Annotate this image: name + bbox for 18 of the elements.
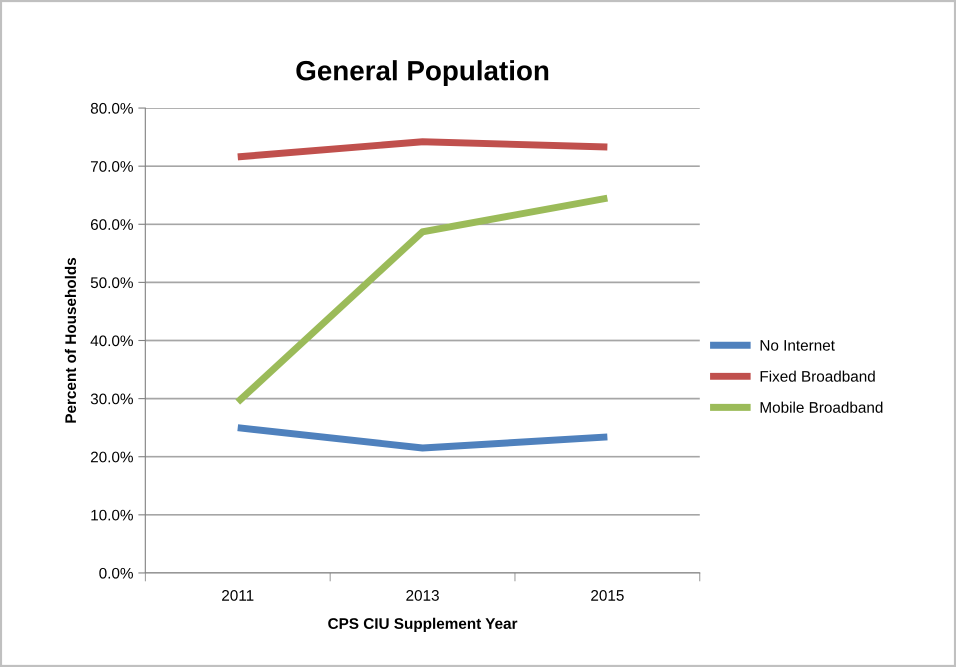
x-axis-title: CPS CIU Supplement Year [328,618,518,632]
y-tick-label: 0.0% [99,568,133,579]
x-tick-label: 2011 [222,590,254,601]
y-tick-label: 60.0% [90,219,133,230]
x-tick-label: 2015 [591,590,624,601]
legend-label: No Internet [760,340,835,351]
legend-label: Fixed Broadband [760,370,875,382]
chart-title: General Population [296,60,548,86]
y-tick-label: 70.0% [90,161,133,172]
y-tick-label: 10.0% [91,510,133,521]
legend-label: Mobile Broadband [760,402,882,413]
y-tick-label: 50.0% [90,277,133,288]
y-tick-label: 80.0% [90,102,133,114]
y-tick-label: 20.0% [90,452,133,462]
y-tick-label: 30.0% [90,393,133,404]
y-axis-title: Percent of Households [64,258,76,423]
x-tick-label: 2013 [406,590,439,601]
y-tick-label: 40.0% [90,335,133,346]
